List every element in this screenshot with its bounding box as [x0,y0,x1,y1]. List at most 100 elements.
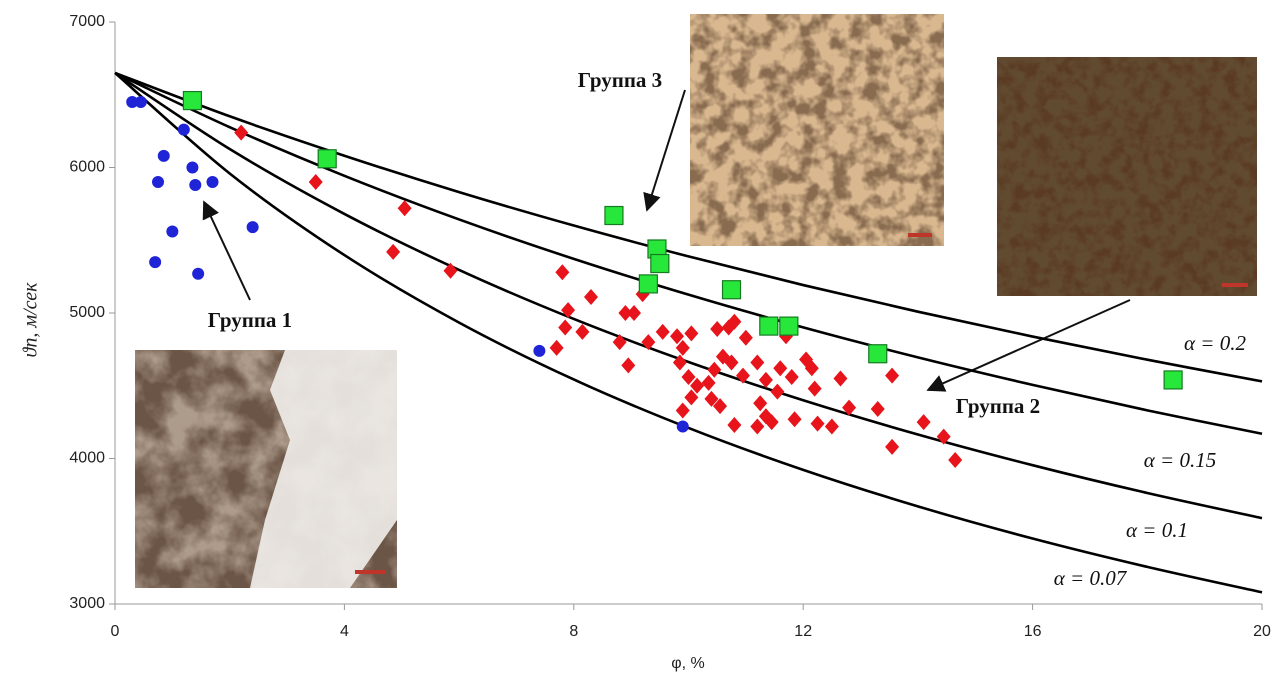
point [186,161,199,174]
point [655,323,670,340]
x-tick-label: 8 [569,623,578,640]
x-axis-label: φ, % [671,655,705,672]
curve [114,71,1263,594]
point [182,90,203,111]
point [885,367,900,384]
point [750,354,765,371]
point [833,370,848,387]
point [721,280,742,300]
point [842,399,857,416]
point [549,339,564,356]
point [397,200,412,217]
point [443,262,458,279]
point [735,367,750,384]
y-tick-label: 3000 [69,595,105,612]
point [701,374,716,391]
point [604,205,624,226]
point [681,369,696,386]
point [936,428,951,445]
point [638,274,658,294]
point [804,360,819,377]
group-label: Группа 2 [956,394,1040,418]
y-axis-label: ϑп, м/сек [20,282,42,358]
point [627,305,642,321]
point [641,334,656,351]
point [810,415,825,432]
point [246,221,259,234]
point [157,149,170,162]
point [561,302,576,319]
curve [114,71,1263,436]
point [684,325,699,342]
point [308,174,323,191]
x-tick-label: 0 [111,623,120,640]
point [152,176,165,189]
point [885,438,900,455]
x-tick-label: 4 [340,623,349,640]
point [675,339,690,356]
curve [114,71,1263,383]
point [149,256,162,269]
point [710,321,725,338]
point [784,369,799,386]
curve-label: α = 0.1 [1126,518,1188,542]
point [916,414,931,431]
point [684,389,699,406]
point [134,96,147,109]
point [206,176,219,189]
point [126,96,139,109]
point [317,149,337,169]
point [707,361,722,378]
point [758,371,773,388]
curve-label: α = 0.07 [1054,566,1128,590]
group-label: Группа 3 [578,68,662,92]
point [612,334,627,351]
curve-label: α = 0.2 [1184,331,1246,355]
point [650,253,670,274]
point [192,267,205,280]
x-tick-label: 12 [794,623,812,640]
photo-inset [690,14,944,246]
point [234,124,249,141]
arrow [643,89,686,212]
point [166,225,179,238]
y-tick-label: 7000 [69,13,105,30]
y-tick-label: 4000 [69,450,105,467]
point [555,264,570,281]
point [386,243,401,260]
point [584,288,599,305]
point [575,323,590,340]
photo-inset [135,350,397,588]
point [676,420,689,433]
point [704,390,719,407]
point [618,305,633,321]
point [690,377,705,394]
point [675,402,690,419]
point [533,344,546,357]
point [764,414,779,431]
point [868,344,888,364]
point [759,316,779,336]
point [773,360,788,377]
photo-inset [997,57,1257,296]
point [779,316,799,336]
point [870,401,885,418]
point [1163,370,1183,390]
point [824,418,839,435]
group-label: Группа 1 [208,308,292,332]
point [770,383,785,400]
point [189,178,202,191]
y-tick-label: 6000 [69,159,105,176]
point [558,319,573,336]
point [670,328,685,345]
point [750,418,765,435]
arrow [926,299,1131,392]
x-tick-label: 16 [1024,623,1042,640]
point [727,313,742,330]
point [753,395,768,412]
point [713,398,728,415]
x-tick-label: 20 [1253,623,1271,640]
point [787,411,802,428]
point [948,451,963,468]
